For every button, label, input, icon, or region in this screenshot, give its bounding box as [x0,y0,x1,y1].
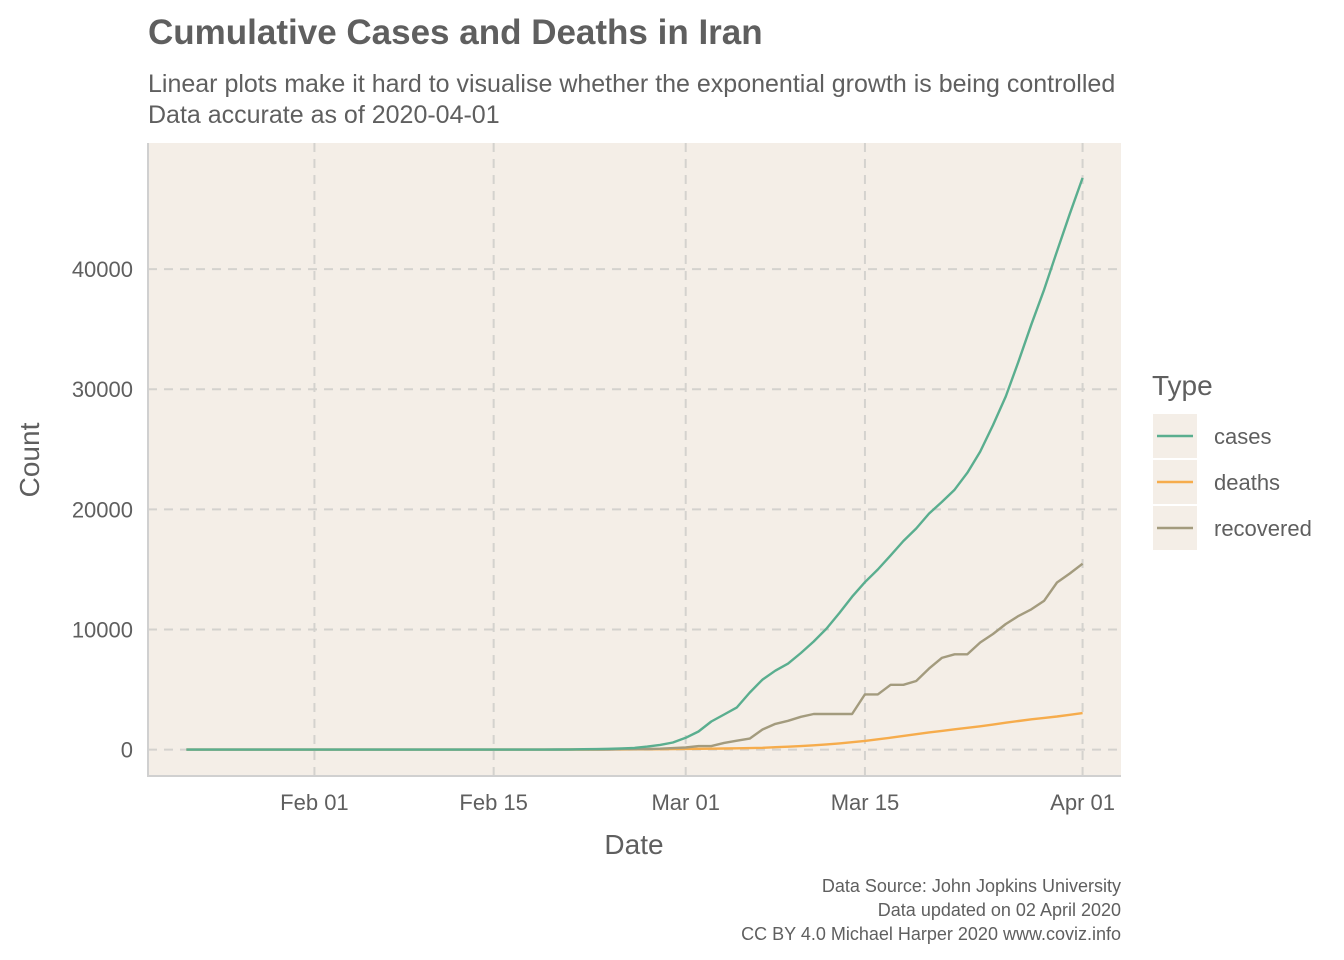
x-tick-label: Mar 01 [651,790,719,815]
y-tick-label: 10000 [72,617,133,642]
plot-panel [148,143,1121,776]
chart-subtitle-line-2: Data accurate as of 2020-04-01 [148,101,500,129]
x-tick-label: Mar 15 [831,790,899,815]
y-axis-title: Count [14,422,45,497]
series-line-cases [186,177,1084,751]
legend-label-deaths: deaths [1214,470,1280,495]
legend-label-recovered: recovered [1214,516,1312,541]
series-lines [186,177,1084,751]
caption-line-3: CC BY 4.0 Michael Harper 2020 www.coviz.… [741,924,1121,944]
caption-line-1: Data Source: John Jopkins University [822,876,1121,896]
x-axis-title: Date [604,829,663,860]
x-tick-label: Feb 01 [280,790,349,815]
y-axis-ticks: 0 10000 20000 30000 40000 [72,257,133,762]
x-tick-label: Apr 01 [1050,790,1115,815]
chart-subtitle-line-1: Linear plots make it hard to visualise w… [148,70,1115,98]
legend: Type cases deaths recovered [1152,370,1312,550]
caption-line-2: Data updated on 02 April 2020 [878,900,1121,920]
y-tick-label: 40000 [72,257,133,282]
y-tick-label: 0 [121,738,133,763]
legend-title: Type [1152,370,1213,401]
x-tick-label: Feb 15 [459,790,528,815]
legend-label-cases: cases [1214,424,1271,449]
y-tick-label: 30000 [72,377,133,402]
x-axis-ticks: Feb 01 Feb 15 Mar 01 Mar 15 Apr 01 [280,790,1115,815]
axis-lines [147,143,1121,777]
y-tick-label: 20000 [72,497,133,522]
chart-title: Cumulative Cases and Deaths in Iran [148,13,763,52]
